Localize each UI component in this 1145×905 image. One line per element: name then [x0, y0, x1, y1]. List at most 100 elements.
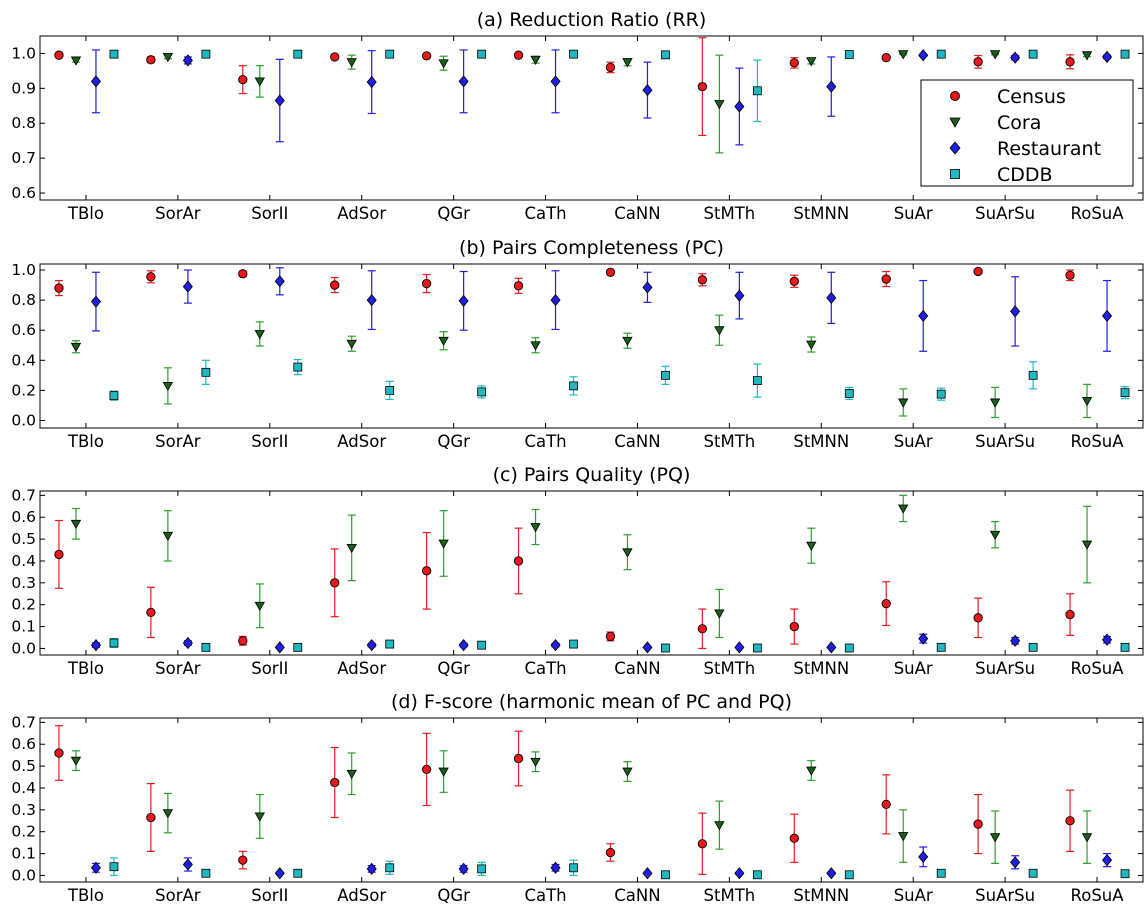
data-point-cora	[346, 58, 357, 68]
data-point-cora	[989, 398, 1001, 408]
data-point-cora	[622, 767, 633, 777]
legend-marker	[950, 91, 960, 101]
data-point-census	[54, 748, 64, 758]
data-point-census	[789, 833, 799, 843]
data-point-cddb	[661, 643, 670, 653]
data-point-cddb	[1028, 868, 1038, 878]
data-point-cora	[530, 757, 541, 768]
legend-marker	[950, 169, 960, 179]
data-point-cora	[714, 821, 725, 831]
data-point-cora	[622, 58, 633, 68]
data-point-restaurant	[550, 293, 561, 307]
data-point-census	[605, 267, 616, 277]
x-tick-label: SuArSu	[975, 659, 1035, 678]
x-tick-label: SuAr	[894, 204, 933, 223]
data-point-cora	[714, 326, 725, 336]
x-tick-label: CaNN	[614, 886, 660, 905]
legend-marker	[949, 117, 961, 128]
data-point-cora	[438, 539, 449, 549]
data-point-cora	[898, 832, 909, 842]
data-point-restaurant	[366, 639, 377, 652]
data-point-restaurant	[274, 641, 285, 654]
data-point-cora	[530, 55, 541, 66]
data-point-cddb	[844, 388, 854, 398]
x-tick-label: RoSuA	[1071, 204, 1125, 223]
data-point-census	[789, 58, 799, 68]
data-point-restaurant	[182, 280, 193, 293]
data-point-census	[54, 50, 64, 60]
data-point-restaurant	[550, 75, 561, 88]
data-point-census	[513, 753, 524, 764]
data-point-census	[146, 607, 156, 618]
data-point-cddb	[1120, 642, 1130, 652]
data-point-restaurant	[182, 636, 193, 650]
panel-title: (c) Pairs Quality (PQ)	[493, 464, 691, 486]
panel-2: (c) Pairs Quality (PQ) 0.0 0.1 0.2 0.3 0.4 0.5…	[11, 464, 1144, 678]
x-tick-label: CaTh	[524, 659, 566, 678]
x-tick-label: SorAr	[155, 432, 201, 451]
x-tick-label: AdSor	[337, 659, 386, 678]
data-point-cora	[254, 77, 265, 87]
x-tick-label: CaTh	[524, 886, 566, 905]
x-tick-label: SorII	[251, 204, 288, 223]
data-point-restaurant	[458, 294, 469, 307]
x-tick-label: QGr	[437, 659, 470, 678]
x-tick-label: StMTh	[704, 204, 756, 223]
data-point-census	[789, 621, 799, 632]
data-point-cddb	[569, 49, 578, 59]
data-point-cddb	[1120, 49, 1130, 59]
data-point-cora	[898, 504, 909, 514]
data-point-cora	[806, 541, 817, 551]
x-tick-label: AdSor	[337, 432, 386, 451]
data-point-census	[421, 764, 432, 775]
data-point-cddb	[936, 868, 946, 878]
y-tick-label: 0.0	[11, 411, 36, 429]
x-tick-label: StMNN	[793, 432, 849, 451]
data-point-cddb	[1028, 642, 1038, 652]
data-point-restaurant	[1102, 50, 1113, 64]
x-tick-label: CaNN	[614, 659, 660, 678]
data-point-census	[238, 74, 248, 85]
data-point-cddb	[201, 868, 211, 878]
x-tick-label: SorII	[251, 886, 288, 905]
data-point-cora	[346, 769, 357, 780]
data-point-census	[697, 81, 708, 92]
data-point-restaurant	[1102, 854, 1113, 867]
x-tick-label: QGr	[437, 204, 470, 223]
data-point-cddb	[752, 86, 762, 96]
x-tick-label: RoSuA	[1071, 886, 1125, 905]
x-tick-label: TBlo	[67, 659, 104, 678]
data-point-cora	[254, 601, 265, 612]
legend-label: Cora	[997, 112, 1041, 134]
legend-label: Restaurant	[997, 138, 1101, 160]
data-point-cora	[254, 812, 265, 822]
data-point-cora	[989, 50, 1001, 60]
x-tick-label: CaNN	[614, 432, 660, 451]
data-point-cddb	[1120, 869, 1130, 879]
data-point-cora	[254, 330, 265, 340]
data-point-cddb	[385, 639, 395, 649]
data-point-restaurant	[918, 850, 929, 863]
data-point-census	[513, 556, 524, 566]
data-point-cora	[70, 519, 82, 530]
x-tick-label: SorII	[251, 659, 288, 678]
data-point-cddb	[844, 870, 854, 880]
data-point-cora	[622, 548, 633, 558]
data-point-restaurant	[642, 641, 653, 654]
data-point-restaurant	[826, 867, 837, 880]
x-tick-label: SorII	[251, 432, 288, 451]
data-point-restaurant	[550, 639, 561, 652]
data-point-census	[697, 839, 708, 849]
y-tick-label: 0.4	[11, 779, 36, 797]
x-tick-label: StMTh	[704, 432, 756, 451]
legend-label: CDDB	[997, 164, 1053, 186]
data-point-cora	[806, 57, 817, 67]
y-tick-label: 0.1	[11, 618, 36, 636]
data-point-restaurant	[734, 289, 745, 302]
y-tick-label: 0.2	[11, 381, 36, 399]
data-point-census	[881, 274, 891, 284]
y-tick-label: 0.3	[11, 801, 36, 819]
data-point-restaurant	[642, 83, 653, 97]
legend-marker	[949, 141, 961, 155]
